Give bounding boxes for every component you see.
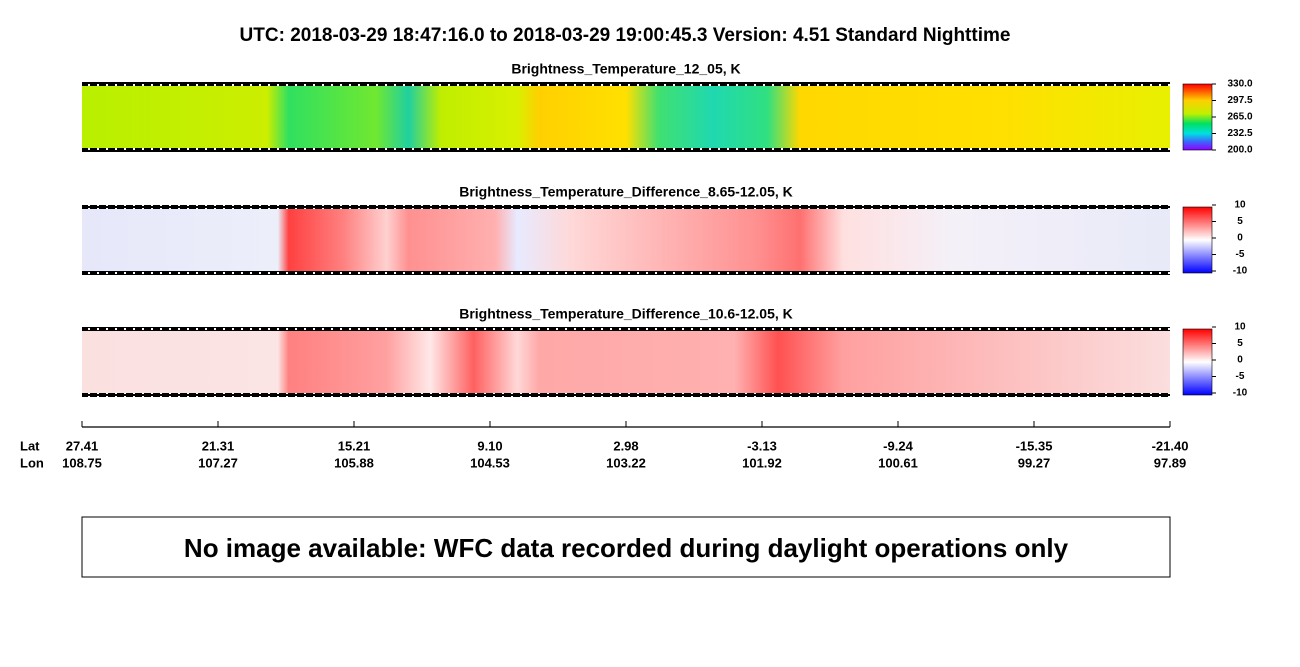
colorbar-label: 232.5 bbox=[1227, 128, 1252, 139]
lat-tick-label: 2.98 bbox=[613, 438, 638, 453]
lat-label: Lat bbox=[20, 438, 40, 453]
lat-tick-label: -21.40 bbox=[1152, 438, 1189, 453]
image-strip bbox=[82, 207, 1170, 273]
panel-title: Brightness_Temperature_Difference_10.6-1… bbox=[459, 306, 793, 322]
colorbar-label: 265.0 bbox=[1227, 112, 1252, 123]
strip-edge bbox=[82, 82, 1170, 86]
lon-label: Lon bbox=[20, 455, 44, 470]
colorbar-label: 10 bbox=[1234, 200, 1246, 211]
image-strip bbox=[82, 329, 1170, 395]
colorbar-label: 5 bbox=[1237, 216, 1243, 227]
message: No image available: WFC data recorded du… bbox=[184, 533, 1069, 563]
page-title: UTC: 2018-03-29 18:47:16.0 to 2018-03-29… bbox=[240, 25, 1011, 46]
colorbar-label: -10 bbox=[1233, 388, 1248, 399]
lon-tick-label: 105.88 bbox=[334, 455, 374, 470]
colorbar bbox=[1182, 83, 1213, 151]
lon-tick-label: 100.61 bbox=[878, 455, 918, 470]
colorbar-label: 0 bbox=[1237, 233, 1243, 244]
message-box bbox=[81, 516, 1171, 578]
colorbar bbox=[1182, 206, 1213, 274]
lat-tick-label: -3.13 bbox=[747, 438, 777, 453]
lon-tick-label: 107.27 bbox=[198, 455, 238, 470]
strip-edge bbox=[82, 205, 1170, 209]
panel-title: Brightness_Temperature_12_05, K bbox=[511, 61, 740, 77]
lat-tick-label: -9.24 bbox=[883, 438, 913, 453]
colorbar-label: 5 bbox=[1237, 338, 1243, 349]
lon-tick-label: 101.92 bbox=[742, 455, 782, 470]
colorbar-label: -10 bbox=[1233, 266, 1248, 277]
lon-tick-label: 108.75 bbox=[62, 455, 102, 470]
image-strip bbox=[82, 84, 1170, 150]
colorbar-label: 297.5 bbox=[1227, 95, 1252, 106]
lon-tick-label: 103.22 bbox=[606, 455, 646, 470]
lat-tick-label: -15.35 bbox=[1016, 438, 1053, 453]
colorbar-label: 0 bbox=[1237, 355, 1243, 366]
strip-edge bbox=[82, 393, 1170, 397]
colorbar-label: 10 bbox=[1234, 322, 1246, 333]
lon-tick-label: 99.27 bbox=[1018, 455, 1051, 470]
colorbar-label: 200.0 bbox=[1227, 145, 1252, 156]
colorbar-label: 330.0 bbox=[1227, 79, 1252, 90]
colorbar bbox=[1182, 328, 1213, 396]
lat-tick-label: 15.21 bbox=[338, 438, 371, 453]
colorbar-label: -5 bbox=[1236, 371, 1245, 382]
axis-ticks: 27.41 108.75 21.31 107.27 15.21 105.88 9.10 104… bbox=[62, 421, 1188, 470]
panel-title: Brightness_Temperature_Difference_8.65-1… bbox=[459, 184, 793, 200]
lat-tick-label: 9.10 bbox=[477, 438, 502, 453]
strip-edge bbox=[82, 148, 1170, 152]
strip-edge bbox=[82, 327, 1170, 331]
lat-tick-label: 27.41 bbox=[66, 438, 99, 453]
panels: Brightness_Temperature_12_05, K 330.0 297.… bbox=[82, 61, 1253, 399]
lat-tick-label: 21.31 bbox=[202, 438, 235, 453]
lon-tick-label: 104.53 bbox=[470, 455, 510, 470]
lon-tick-label: 97.89 bbox=[1154, 455, 1187, 470]
colorbar-label: -5 bbox=[1236, 249, 1245, 260]
strip-edge bbox=[82, 271, 1170, 275]
